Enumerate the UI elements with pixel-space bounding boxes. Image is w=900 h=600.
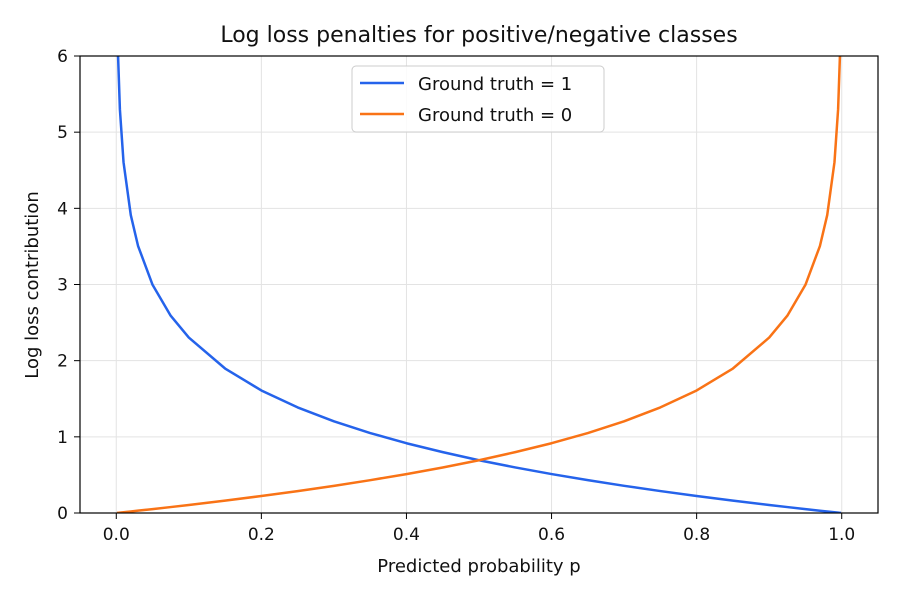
axis-ticks: 0.0 0.2 0.4 0.6 0.8 1.0 0 1 2 3 4 5 6 — [57, 47, 855, 545]
x-tick-label: 0.8 — [683, 525, 710, 545]
y-tick-label: 6 — [57, 47, 68, 67]
series-lines — [116, 56, 842, 513]
x-axis-label: Predicted probability p — [377, 556, 580, 577]
y-axis-label: Log loss contribution — [22, 191, 43, 378]
y-tick-label: 2 — [57, 352, 68, 372]
x-tick-label: 0.0 — [103, 525, 130, 545]
x-tick-label: 1.0 — [828, 525, 855, 545]
y-tick-label: 0 — [57, 504, 68, 524]
y-tick-label: 1 — [57, 428, 68, 448]
series-line-1 — [116, 56, 842, 513]
x-tick-label: 0.2 — [248, 525, 275, 545]
x-tick-label: 0.4 — [393, 525, 420, 545]
y-tick-label: 3 — [57, 276, 68, 296]
legend-box — [351, 65, 605, 133]
legend: Ground truth = 1 Ground truth = 0 — [351, 65, 605, 133]
chart-title: Log loss penalties for positive/negative… — [220, 23, 737, 48]
legend-label-ground-truth-1: Ground truth = 1 — [418, 74, 572, 95]
y-tick-label: 4 — [57, 199, 68, 219]
legend-label-ground-truth-0: Ground truth = 0 — [418, 105, 572, 126]
x-tick-label: 0.6 — [538, 525, 565, 545]
y-tick-label: 5 — [57, 123, 68, 143]
